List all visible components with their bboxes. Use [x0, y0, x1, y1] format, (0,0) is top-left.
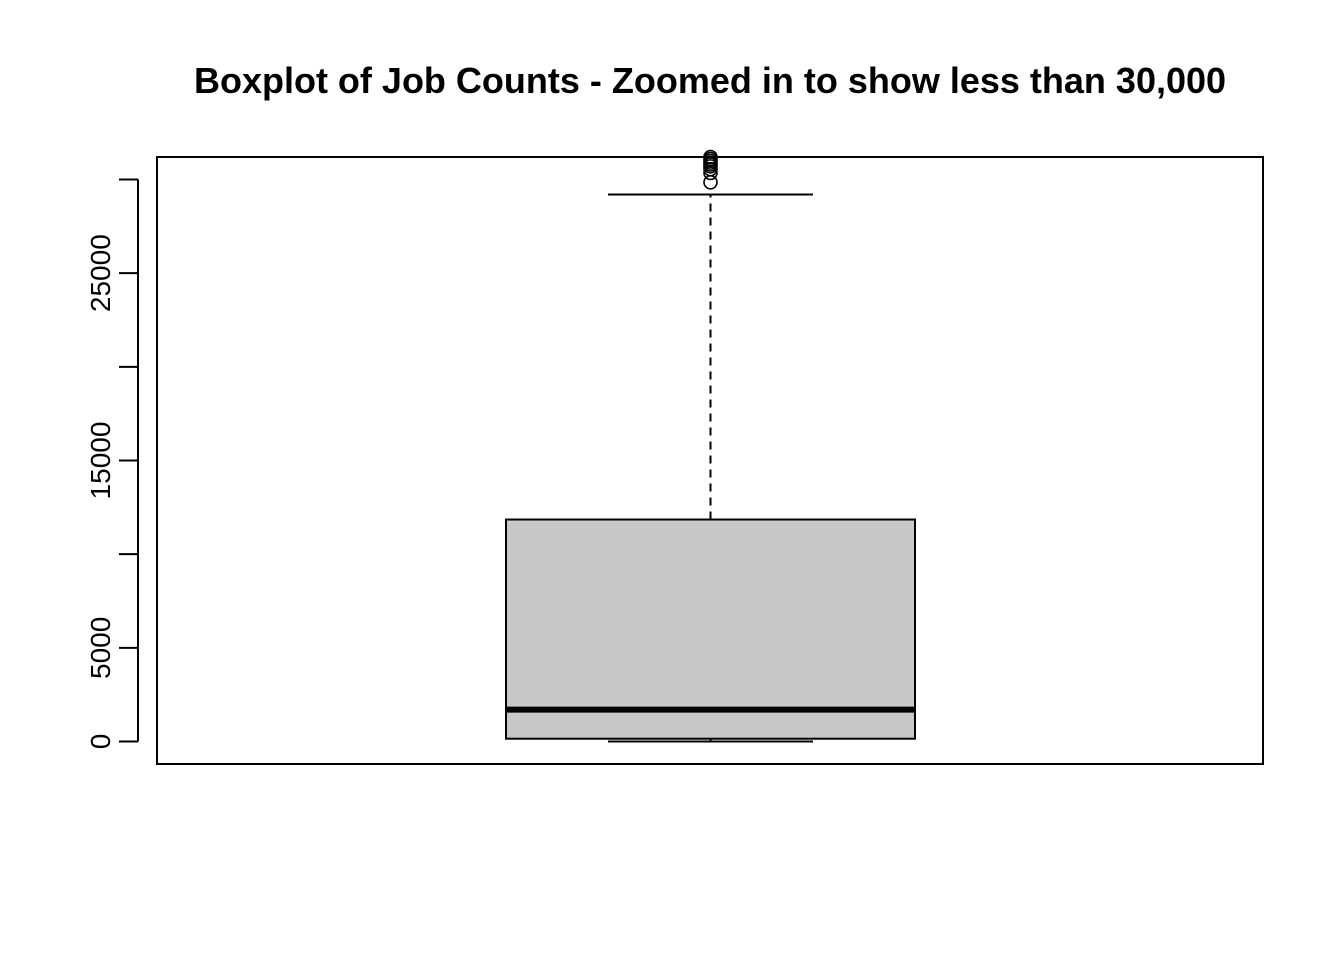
y-axis: 0 5000 15000 25000 — [85, 178, 139, 750]
y-tick-label-15000: 15000 — [85, 422, 116, 500]
outlier-point-1 — [703, 165, 718, 181]
box-iqr — [505, 518, 916, 740]
y-tick-label-5000: 5000 — [85, 617, 116, 679]
plot-frame — [156, 156, 1264, 765]
y-tick-label-0: 0 — [85, 734, 116, 750]
chart-title: Boxplot of Job Counts - Zoomed in to sho… — [194, 60, 1226, 101]
outlier-point-8 — [703, 149, 718, 165]
y-tick-label-25000: 25000 — [85, 234, 116, 312]
box-group — [505, 149, 916, 743]
